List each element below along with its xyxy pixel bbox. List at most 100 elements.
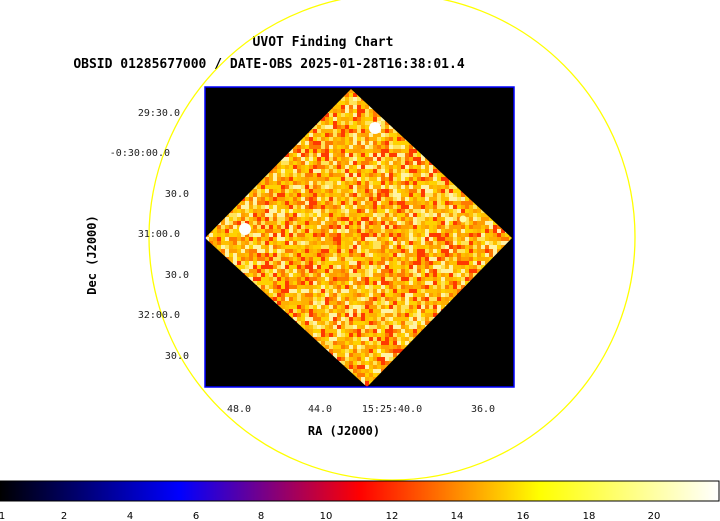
heat-pixel <box>337 109 341 113</box>
heat-pixel <box>289 237 293 241</box>
heat-pixel <box>389 337 393 341</box>
heat-pixel <box>401 225 405 229</box>
heat-pixel <box>349 93 353 97</box>
heat-pixel <box>477 209 481 213</box>
heat-pixel <box>405 165 409 169</box>
heat-pixel <box>277 269 281 273</box>
heat-pixel <box>257 229 261 233</box>
heat-pixel <box>349 153 353 157</box>
heat-pixel <box>277 193 281 197</box>
heat-pixel <box>361 189 365 193</box>
heat-pixel <box>389 169 393 173</box>
heat-pixel <box>253 269 257 273</box>
heat-pixel <box>401 277 405 281</box>
heat-pixel <box>321 189 325 193</box>
heat-pixel <box>393 265 397 269</box>
heat-pixel <box>465 225 469 229</box>
heat-pixel <box>241 269 245 273</box>
heat-pixel <box>237 217 241 221</box>
heat-pixel <box>289 157 293 161</box>
heat-pixel <box>365 213 369 217</box>
heat-pixel <box>281 305 285 309</box>
heat-pixel <box>317 333 321 337</box>
heat-pixel <box>277 233 281 237</box>
heat-pixel <box>417 161 421 165</box>
heat-pixel <box>481 225 485 229</box>
heat-pixel <box>345 313 349 317</box>
heat-pixel <box>345 153 349 157</box>
heat-pixel <box>289 177 293 181</box>
heat-pixel <box>409 193 413 197</box>
heat-pixel <box>377 269 381 273</box>
heat-pixel <box>297 301 301 305</box>
heat-pixel <box>349 301 353 305</box>
heat-pixel <box>373 281 377 285</box>
heat-pixel <box>265 269 269 273</box>
heat-pixel <box>489 217 493 221</box>
heat-pixel <box>249 229 253 233</box>
heat-pixel <box>313 313 317 317</box>
heat-pixel <box>289 197 293 201</box>
heat-pixel <box>269 197 273 201</box>
heat-pixel <box>453 245 457 249</box>
heat-pixel <box>473 261 477 265</box>
heat-pixel <box>381 277 385 281</box>
heat-pixel <box>357 253 361 257</box>
heat-pixel <box>425 293 429 297</box>
heat-pixel <box>213 245 217 249</box>
heat-pixel <box>349 149 353 153</box>
heat-pixel <box>365 109 369 113</box>
heat-pixel <box>349 97 353 101</box>
heat-pixel <box>257 273 261 277</box>
heat-pixel <box>361 341 365 345</box>
heat-pixel <box>361 153 365 157</box>
heat-pixel <box>385 181 389 185</box>
heat-pixel <box>405 169 409 173</box>
heat-pixel <box>329 317 333 321</box>
heat-pixel <box>417 317 421 321</box>
heat-pixel <box>341 313 345 317</box>
heat-pixel <box>309 229 313 233</box>
heat-pixel <box>469 209 473 213</box>
heat-pixel <box>365 253 369 257</box>
heat-pixel <box>297 229 301 233</box>
heat-pixel <box>309 213 313 217</box>
heat-pixel <box>377 149 381 153</box>
heat-pixel <box>393 209 397 213</box>
heat-pixel <box>273 245 277 249</box>
heat-pixel <box>449 265 453 269</box>
heat-pixel <box>265 289 269 293</box>
heat-pixel <box>269 217 273 221</box>
heat-pixel <box>389 145 393 149</box>
heat-pixel <box>421 297 425 301</box>
heat-pixel <box>285 245 289 249</box>
heat-pixel <box>281 161 285 165</box>
heat-pixel <box>377 293 381 297</box>
heat-pixel <box>277 265 281 269</box>
heat-pixel <box>361 101 365 105</box>
heat-pixel <box>477 269 481 273</box>
heat-pixel <box>321 213 325 217</box>
heat-pixel <box>413 309 417 313</box>
heat-pixel <box>361 249 365 253</box>
heat-pixel <box>429 281 433 285</box>
heat-pixel <box>245 213 249 217</box>
heat-pixel <box>269 281 273 285</box>
heat-pixel <box>349 201 353 205</box>
heat-pixel <box>353 141 357 145</box>
heat-pixel <box>405 217 409 221</box>
heat-pixel <box>413 153 417 157</box>
heat-pixel <box>241 241 245 245</box>
heat-pixel <box>397 309 401 313</box>
heat-pixel <box>357 281 361 285</box>
heat-pixel <box>481 249 485 253</box>
heat-pixel <box>241 249 245 253</box>
heat-pixel <box>329 309 333 313</box>
heat-pixel <box>349 253 353 257</box>
heat-pixel <box>253 217 257 221</box>
heat-pixel <box>341 261 345 265</box>
heat-pixel <box>341 97 345 101</box>
heat-pixel <box>345 113 349 117</box>
heat-pixel <box>437 241 441 245</box>
heat-pixel <box>357 217 361 221</box>
